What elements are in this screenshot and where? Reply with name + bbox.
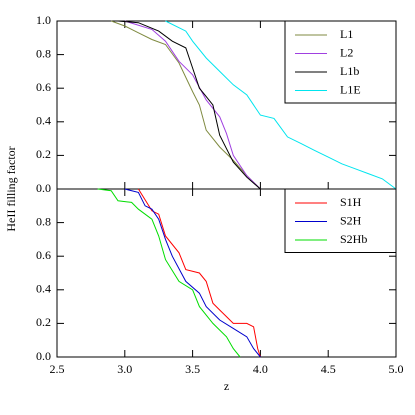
- y-tick-label: 0.6: [36, 80, 51, 94]
- data-line: [97, 188, 241, 358]
- y-tick-label: 0.0: [36, 349, 51, 363]
- legend-box: [284, 188, 397, 253]
- x-tick-label: 2.5: [50, 362, 65, 376]
- plot-frame: [56, 188, 397, 358]
- data-line: [137, 188, 261, 358]
- x-tick-label: 4.0: [253, 362, 268, 376]
- y-tick-label: 0.0: [36, 181, 51, 195]
- legend-label: L1: [340, 27, 353, 41]
- y-tick-label: 0.4: [36, 282, 51, 296]
- legend-label: L1b: [340, 64, 359, 78]
- y-tick-label: 0.8: [36, 46, 51, 60]
- y-tick-label: 0.4: [36, 114, 51, 128]
- x-tick-label: 3.5: [185, 362, 200, 376]
- legend-label: L2: [340, 45, 353, 59]
- legend-label: S2H: [340, 213, 362, 227]
- x-tick-label: 5.0: [389, 362, 404, 376]
- y-tick-label: 0.2: [36, 315, 51, 329]
- data-line: [124, 20, 261, 190]
- legend-label: S1H: [340, 195, 362, 209]
- y-axis-label: HeII filling factor: [4, 146, 18, 231]
- y-tick-label: 0.8: [36, 214, 51, 228]
- x-tick-label: 4.5: [321, 362, 336, 376]
- x-axis-label: z: [224, 379, 229, 393]
- legend-label: S2Hb: [340, 232, 367, 246]
- data-line: [111, 20, 261, 190]
- y-tick-label: 1.0: [36, 13, 51, 27]
- x-tick-label: 3.0: [117, 362, 132, 376]
- data-line: [124, 188, 261, 358]
- legend-label: L1E: [340, 82, 361, 96]
- data-line: [117, 20, 261, 190]
- y-tick-label: 0.2: [36, 147, 51, 161]
- data-line: [165, 20, 397, 190]
- y-tick-label: 0.6: [36, 248, 51, 262]
